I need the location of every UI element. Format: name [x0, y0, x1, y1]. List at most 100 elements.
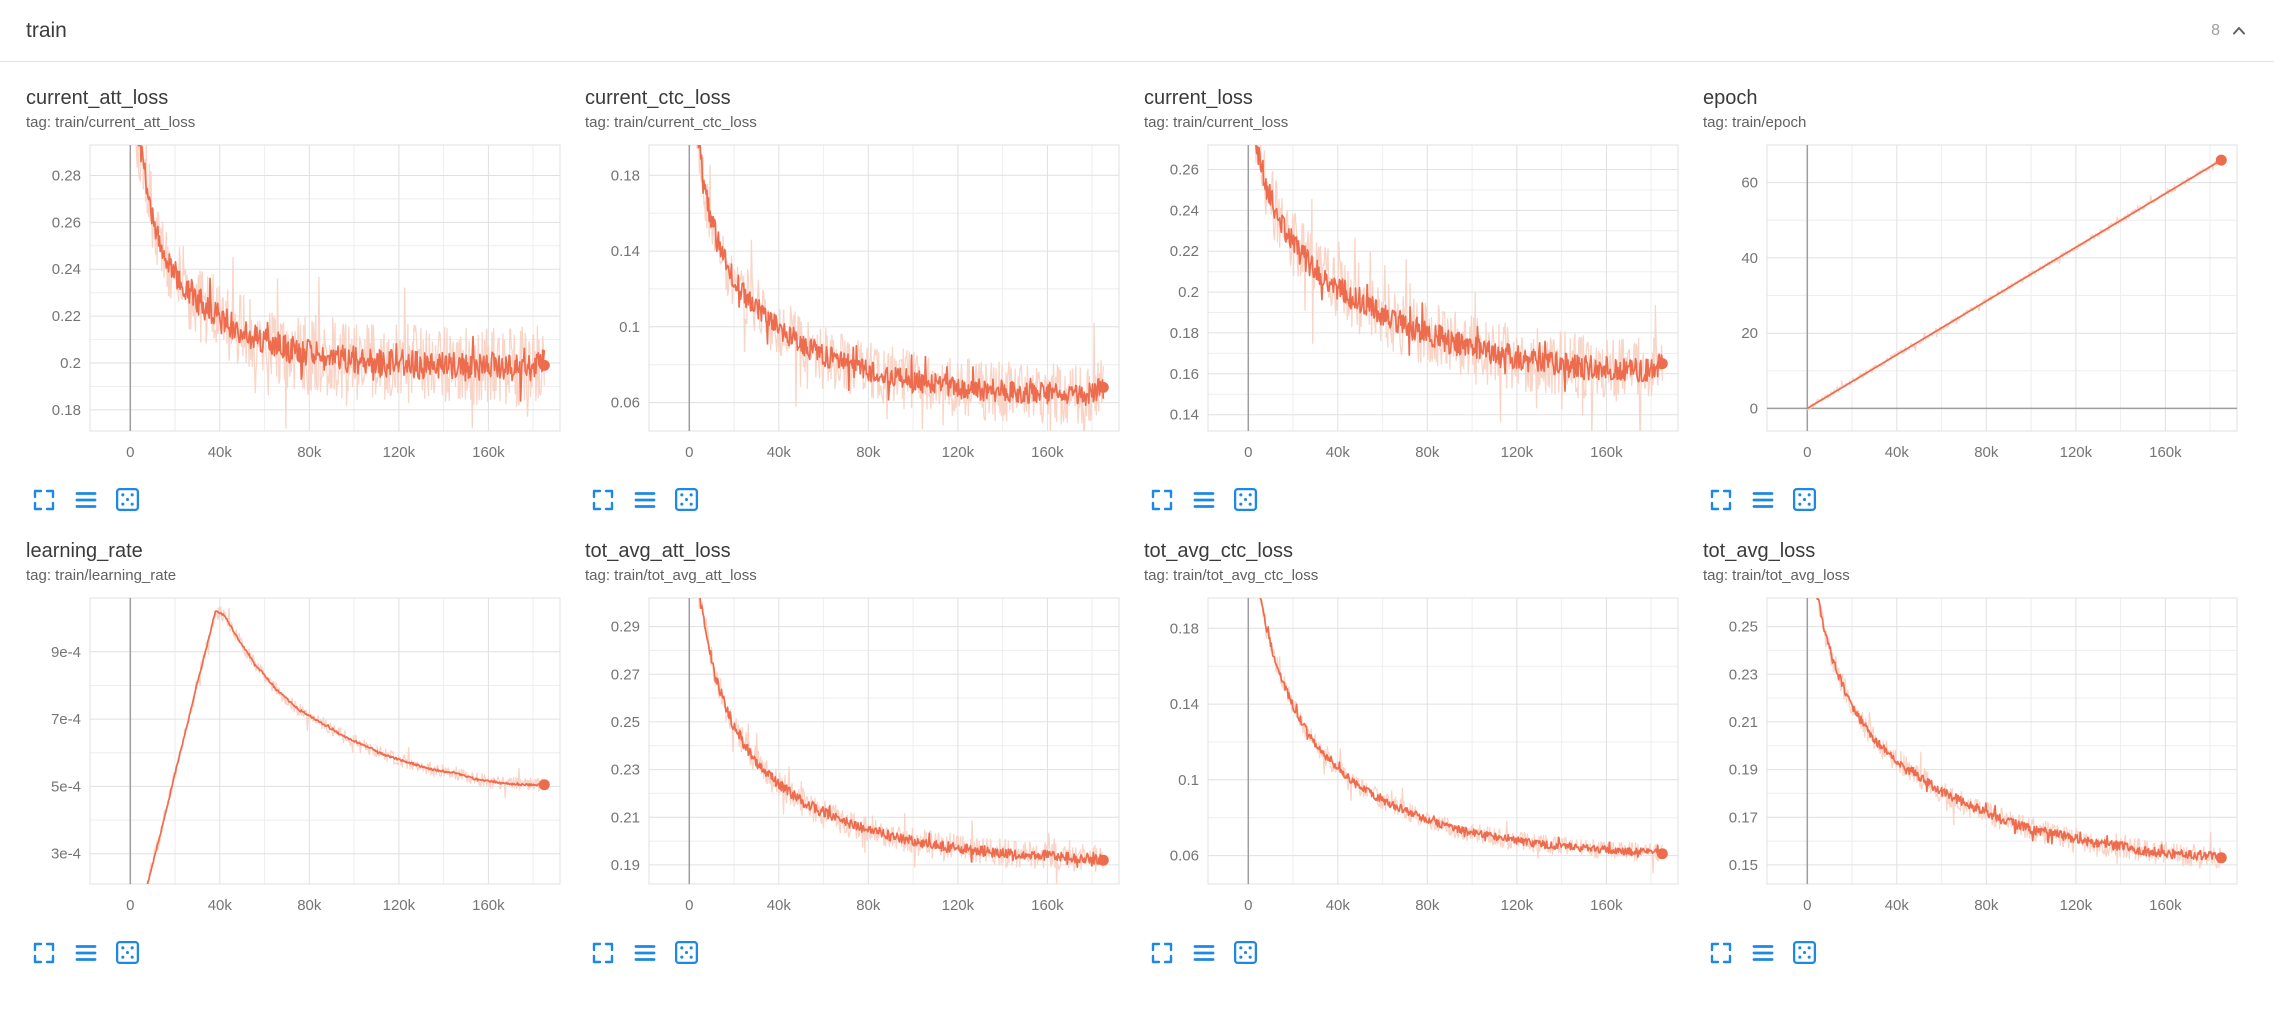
svg-text:0.27: 0.27 — [611, 666, 640, 683]
svg-text:40k: 40k — [1885, 897, 1910, 914]
chart-title: current_loss — [1144, 87, 1253, 109]
chart-plot[interactable]: 0.19 0.21 0.23 0.25 0.27 0.29 0 40k 80k 120k 160k — [585, 592, 1125, 930]
svg-text:0.18: 0.18 — [52, 402, 81, 419]
data-table-button[interactable] — [631, 939, 658, 966]
svg-text:120k: 120k — [2060, 444, 2093, 461]
svg-text:0.25: 0.25 — [611, 714, 640, 731]
data-table-icon — [1752, 491, 1773, 508]
data-table-button[interactable] — [1190, 939, 1217, 966]
fullscreen-icon — [33, 489, 54, 510]
fullscreen-button[interactable] — [1707, 939, 1734, 966]
svg-text:120k: 120k — [942, 897, 975, 914]
card-count: 8 — [2211, 21, 2220, 39]
svg-text:0: 0 — [126, 444, 134, 461]
data-table-button[interactable] — [631, 486, 658, 513]
svg-text:0.23: 0.23 — [611, 762, 640, 779]
svg-text:0.19: 0.19 — [611, 857, 640, 874]
chart-actions — [26, 939, 571, 966]
fit-domain-button[interactable] — [1232, 939, 1259, 966]
svg-text:0: 0 — [685, 444, 693, 461]
svg-text:120k: 120k — [1501, 897, 1534, 914]
fit-domain-button[interactable] — [673, 939, 700, 966]
svg-text:0.18: 0.18 — [1170, 620, 1199, 637]
fit-domain-button[interactable] — [673, 486, 700, 513]
chart-plot[interactable]: 0.15 0.17 0.19 0.21 0.23 0.25 0 40k 80k 120k 160k — [1703, 592, 2243, 930]
svg-text:0.18: 0.18 — [1170, 325, 1199, 342]
fullscreen-button[interactable] — [30, 486, 57, 513]
fit-domain-icon — [115, 940, 140, 965]
svg-text:0.2: 0.2 — [60, 355, 81, 372]
svg-text:160k: 160k — [472, 897, 505, 914]
svg-text:0: 0 — [1244, 444, 1252, 461]
svg-text:40: 40 — [1741, 250, 1758, 267]
svg-text:160k: 160k — [1590, 444, 1623, 461]
svg-text:0.23: 0.23 — [1729, 666, 1758, 683]
svg-text:0: 0 — [1803, 897, 1811, 914]
fullscreen-button[interactable] — [1707, 486, 1734, 513]
chart-title: current_ctc_loss — [585, 87, 731, 109]
svg-text:0.22: 0.22 — [1170, 243, 1199, 260]
section-title[interactable]: train — [26, 18, 67, 42]
data-table-button[interactable] — [1749, 486, 1776, 513]
svg-text:0.1: 0.1 — [619, 319, 640, 336]
data-table-button[interactable] — [72, 939, 99, 966]
svg-text:0.25: 0.25 — [1729, 619, 1758, 636]
chart-actions — [1703, 486, 2248, 513]
chart-title: current_att_loss — [26, 87, 169, 109]
fullscreen-button[interactable] — [30, 939, 57, 966]
svg-text:0.2: 0.2 — [1178, 284, 1199, 301]
fit-domain-button[interactable] — [1791, 939, 1818, 966]
svg-text:40k: 40k — [1326, 897, 1351, 914]
svg-text:0.19: 0.19 — [1729, 762, 1758, 779]
fullscreen-button[interactable] — [1148, 939, 1175, 966]
svg-text:60: 60 — [1741, 175, 1758, 192]
svg-text:0.14: 0.14 — [1170, 407, 1199, 424]
chart-plot[interactable]: 3e-4 5e-4 7e-4 9e-4 0 40k 80k 120k 160k — [26, 592, 566, 930]
chart-plot[interactable]: 0.06 0.1 0.14 0.18 0 40k 80k 120k 160k — [585, 139, 1125, 477]
data-table-button[interactable] — [72, 486, 99, 513]
fit-domain-button[interactable] — [1232, 486, 1259, 513]
svg-text:40k: 40k — [767, 444, 792, 461]
fullscreen-icon — [1151, 942, 1172, 963]
chart-plot[interactable]: 0 20 40 60 0 40k 80k 120k 160k — [1703, 139, 2243, 477]
collapse-chevron-icon[interactable] — [2230, 22, 2248, 40]
svg-text:80k: 80k — [856, 444, 881, 461]
data-table-icon — [634, 491, 655, 508]
svg-text:40k: 40k — [208, 897, 233, 914]
fullscreen-button[interactable] — [589, 486, 616, 513]
svg-text:160k: 160k — [472, 444, 505, 461]
svg-text:3e-4: 3e-4 — [51, 846, 81, 863]
fit-domain-button[interactable] — [114, 486, 141, 513]
fullscreen-button[interactable] — [1148, 486, 1175, 513]
svg-text:0.26: 0.26 — [1170, 162, 1199, 179]
chart-tag: tag: train/tot_avg_ctc_loss — [1144, 567, 1319, 584]
svg-text:0.21: 0.21 — [1729, 714, 1758, 731]
data-table-icon — [1752, 944, 1773, 961]
chart-plot[interactable]: 0.18 0.2 0.22 0.24 0.26 0.28 0 40k 80k 120k 160k — [26, 139, 566, 477]
chart-tag: tag: train/tot_avg_att_loss — [585, 567, 757, 584]
fullscreen-icon — [33, 942, 54, 963]
chart-actions — [1703, 939, 2248, 966]
chart-tag: tag: train/current_loss — [1144, 114, 1289, 131]
svg-text:160k: 160k — [2149, 897, 2182, 914]
svg-text:160k: 160k — [1031, 444, 1064, 461]
svg-text:20: 20 — [1741, 325, 1758, 342]
svg-text:80k: 80k — [1415, 444, 1440, 461]
fit-domain-button[interactable] — [1791, 486, 1818, 513]
data-table-button[interactable] — [1190, 486, 1217, 513]
chart-plot[interactable]: 0.14 0.16 0.18 0.2 0.22 0.24 0.26 0 40k 80k 120k 16… — [1144, 139, 1684, 477]
svg-text:120k: 120k — [383, 444, 416, 461]
fit-domain-button[interactable] — [114, 939, 141, 966]
fullscreen-button[interactable] — [589, 939, 616, 966]
svg-text:0.1: 0.1 — [1178, 772, 1199, 789]
chart-title: tot_avg_ctc_loss — [1144, 540, 1293, 562]
chart-title: epoch — [1703, 87, 1758, 109]
chart-plot[interactable]: 0.06 0.1 0.14 0.18 0 40k 80k 120k 160k — [1144, 592, 1684, 930]
chart-tag: tag: train/learning_rate — [26, 567, 177, 584]
chart-actions — [1144, 939, 1689, 966]
svg-text:40k: 40k — [1885, 444, 1910, 461]
svg-text:0.29: 0.29 — [611, 619, 640, 636]
data-table-button[interactable] — [1749, 939, 1776, 966]
chart-title: tot_avg_loss — [1703, 540, 1816, 562]
data-table-icon — [75, 491, 96, 508]
